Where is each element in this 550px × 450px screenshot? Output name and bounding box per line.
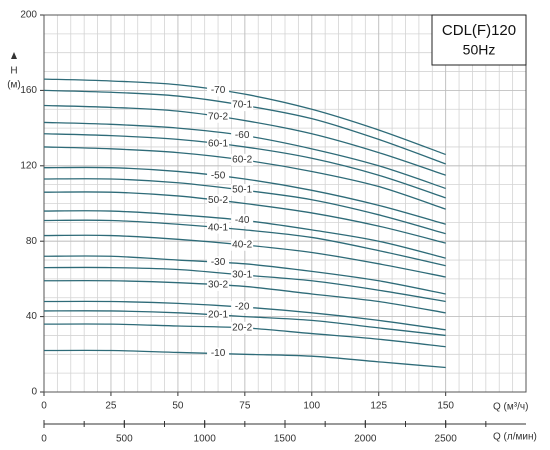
curve-label: -60 (235, 130, 250, 141)
curve-label: -30 (211, 257, 226, 268)
curve-label-bg (207, 137, 230, 150)
plot-frame (43, 14, 527, 393)
curve (43, 310, 446, 337)
x2-axis-label: Q (л/мин) (493, 432, 537, 443)
curve (43, 78, 446, 156)
x-axis-label: Q (м³/ч) (493, 402, 528, 413)
x-tick-label: 125 (370, 401, 387, 412)
curve-label-bg (207, 309, 230, 322)
x-tick-label: 75 (239, 401, 251, 412)
curve-label-bg (207, 221, 230, 234)
curve-label: 30-1 (232, 270, 252, 281)
y-axis-unit: (м) (7, 80, 21, 91)
x-tick-label: 0 (41, 401, 47, 412)
x2-tick-label: 500 (116, 434, 133, 445)
curve-label: 50-1 (232, 185, 252, 196)
curve-label: 70-2 (208, 111, 228, 122)
curve-label-bg (231, 268, 254, 281)
title-box (431, 14, 527, 66)
x-tick-label: 25 (105, 401, 117, 412)
x2-tick-label: 1000 (194, 434, 217, 445)
curve-label: 20-1 (208, 310, 228, 321)
curve-label: 40-2 (232, 239, 252, 250)
curve-label: -70 (211, 85, 226, 96)
x2-tick-label: 2000 (354, 434, 377, 445)
curve-label-bg (207, 278, 230, 291)
y-tick-label: 40 (26, 311, 38, 322)
y-tick-label: 80 (26, 236, 38, 247)
x2-tick-label: 2500 (435, 434, 458, 445)
y-tick-label: 160 (20, 85, 37, 96)
curve (43, 219, 446, 267)
curve-label: 50-2 (208, 195, 228, 206)
curve-label-bg (207, 347, 230, 360)
chart-title: CDL(F)120 (442, 22, 516, 39)
curve-label: -50 (211, 171, 226, 182)
curve-label-bg (231, 184, 254, 197)
curve-label: 20-2 (232, 322, 252, 333)
y-axis-label: H (10, 66, 17, 77)
x2-tick-label: 1500 (274, 434, 297, 445)
curve (43, 104, 446, 176)
curve-label: 40-1 (208, 222, 228, 233)
x-tick-label: 150 (437, 401, 454, 412)
x2-tick-label: 0 (41, 434, 47, 445)
chart-subtitle: 50Hz (463, 42, 496, 58)
curve-label-bg (207, 194, 230, 207)
curve-label-bg (231, 321, 254, 334)
curve (43, 191, 446, 244)
curve-label-bg (231, 153, 254, 166)
curve (43, 349, 446, 369)
curve-label-bg (207, 169, 230, 182)
curve-label-bg (231, 238, 254, 251)
y-tick-label: 200 (20, 10, 37, 21)
curve (43, 255, 446, 295)
curve-label: 60-2 (232, 154, 252, 165)
curve-label-bg (231, 129, 254, 142)
curve-label-bg (207, 110, 230, 123)
curve-label-bg (207, 256, 230, 269)
curve-label: -10 (211, 348, 226, 359)
curve (43, 133, 446, 199)
curve-label-bg (231, 301, 254, 314)
x-tick-label: 50 (172, 401, 184, 412)
curve-label-bg (231, 99, 254, 112)
x-tick-label: 100 (303, 401, 320, 412)
curve-label: 60-1 (208, 139, 228, 150)
curve-label: -20 (235, 302, 250, 313)
curve (43, 166, 446, 225)
axis-arrow (11, 52, 17, 59)
curve-label: 30-2 (208, 280, 228, 291)
curve-label-bg (207, 84, 230, 97)
curve-label: -40 (235, 215, 250, 226)
curve-label: 70-1 (232, 100, 252, 111)
curve (43, 279, 446, 314)
y-tick-label: 0 (31, 387, 37, 398)
curve-label-bg (231, 214, 254, 227)
y-tick-label: 120 (20, 160, 37, 171)
